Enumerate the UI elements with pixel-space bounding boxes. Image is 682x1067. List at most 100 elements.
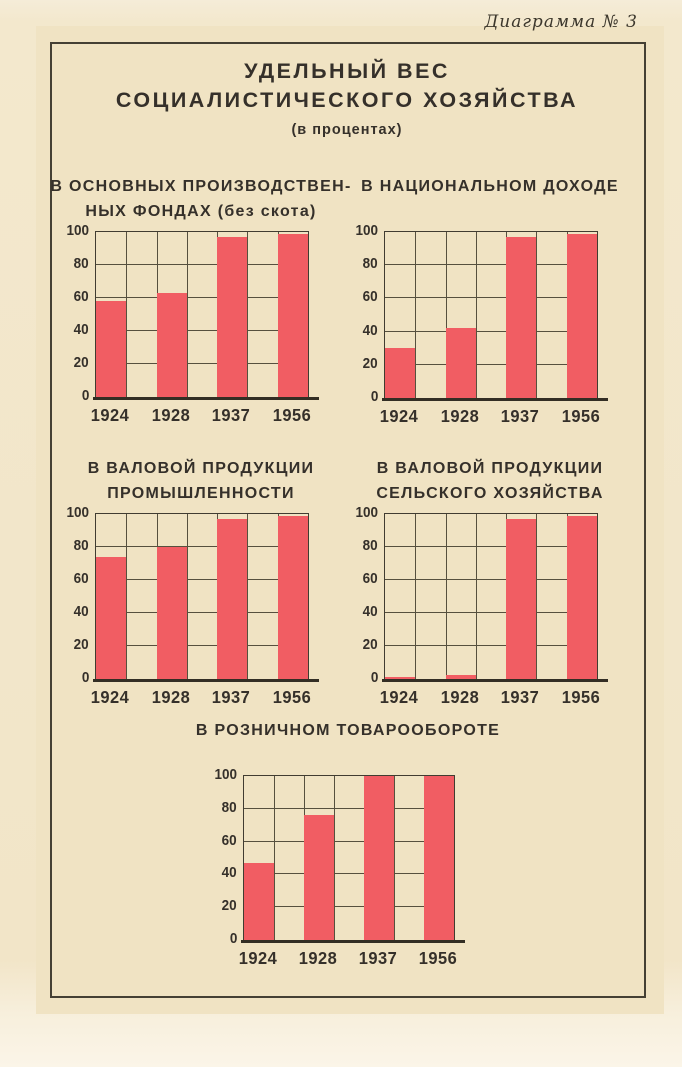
y-tick-label: 60 — [73, 570, 89, 587]
vertical-gridline — [445, 514, 447, 679]
chart-title: В ВАЛОВОЙ ПРОДУКЦИИ СЕЛЬСКОГО ХОЗЯЙСТВА — [376, 456, 603, 506]
y-axis: 0 20 40 60 80 100 — [51, 505, 91, 686]
horizontal-gridline — [96, 612, 308, 613]
x-tick-label: 1937 — [212, 687, 251, 707]
vertical-gridline — [475, 232, 477, 398]
horizontal-gridline — [385, 297, 597, 299]
vertical-gridline — [186, 514, 188, 679]
x-tick-label: 1956 — [272, 687, 312, 707]
horizontal-gridline — [96, 297, 308, 298]
bar-1924 — [385, 348, 416, 398]
x-tick-label: 1956 — [418, 948, 458, 968]
y-tick-label: 0 — [229, 930, 237, 947]
x-tick-label: 1956 — [272, 405, 312, 425]
page-frame — [50, 42, 646, 998]
y-tick-label: 80 — [73, 255, 89, 272]
x-tick-label: 1924 — [238, 948, 278, 968]
x-tick-label: 1937 — [212, 405, 251, 425]
vertical-gridline — [247, 514, 249, 679]
vertical-gridline — [274, 776, 275, 940]
horizontal-gridline — [96, 363, 308, 364]
bar-1937 — [364, 776, 394, 940]
vertical-gridline — [536, 514, 538, 679]
x-axis-line — [93, 679, 319, 682]
x-tick-label: 1956 — [561, 406, 601, 426]
vertical-gridline — [445, 232, 447, 398]
y-tick-label: 80 — [362, 255, 378, 273]
y-tick-label: 20 — [73, 636, 89, 653]
x-tick-label: 1956 — [561, 687, 601, 707]
chart-title-line: ПРОМЫШЛЕННОСТИ — [107, 485, 295, 502]
x-axis-line — [241, 940, 465, 943]
y-tick-label: 40 — [73, 321, 89, 338]
x-tick-label: 1924 — [90, 687, 130, 707]
bar-1928 — [156, 293, 187, 397]
x-tick-label: 1928 — [440, 406, 479, 426]
x-axis-labels: 1924 1928 1937 1956 — [239, 948, 457, 970]
horizontal-gridline — [96, 645, 308, 646]
y-tick-label: 100 — [355, 222, 378, 239]
y-axis: 0 20 40 60 80 100 — [340, 223, 380, 405]
chart-title: В ОСНОВНЫХ ПРОИЗВОДСТВЕН- НЫХ ФОНДАХ (без… — [50, 174, 351, 224]
x-tick-label: 1928 — [440, 687, 479, 707]
chart-title-line: В НАЦИОНАЛЬНОМ ДОХОДЕ — [361, 178, 619, 195]
y-tick-label: 0 — [81, 669, 89, 686]
y-tick-label: 0 — [81, 387, 89, 404]
x-tick-label: 1924 — [90, 405, 130, 425]
bar-1928 — [304, 815, 334, 940]
y-tick-label: 20 — [362, 636, 378, 653]
y-tick-label: 60 — [221, 831, 237, 849]
bar-1956 — [277, 515, 308, 679]
vertical-gridline — [126, 232, 128, 397]
chart-title-line: НЫХ ФОНДАХ (без скота) — [85, 203, 317, 220]
page-title-line-2: СОЦИАЛИСТИЧЕСКОГО ХОЗЯЙСТВА — [115, 88, 579, 112]
x-axis-labels: 1924 1928 1937 1956 — [91, 405, 311, 427]
horizontal-gridline — [244, 807, 454, 809]
y-tick-label: 60 — [73, 288, 89, 305]
bar-1937 — [506, 236, 537, 398]
horizontal-gridline — [244, 873, 454, 875]
y-axis: 0 20 40 60 80 100 — [199, 767, 239, 947]
horizontal-gridline — [385, 612, 597, 613]
vertical-gridline — [126, 514, 128, 679]
bar-1924 — [96, 301, 127, 397]
chart-title: В РОЗНИЧНОМ ТОВАРООБОРОТЕ — [196, 718, 500, 743]
vertical-gridline — [415, 514, 417, 679]
y-tick-label: 100 — [66, 222, 89, 239]
y-tick-label: 20 — [221, 897, 237, 915]
y-tick-label: 100 — [66, 504, 89, 521]
vertical-gridline — [415, 232, 417, 398]
plot-area — [384, 513, 598, 680]
y-tick-label: 80 — [362, 537, 378, 554]
bar-1924 — [244, 862, 274, 940]
bar-1956 — [566, 233, 597, 398]
chart-title: В НАЦИОНАЛЬНОМ ДОХОДЕ — [361, 174, 619, 199]
y-tick-label: 40 — [362, 321, 378, 339]
bar-1924 — [385, 676, 416, 679]
bar-1924 — [96, 556, 127, 679]
horizontal-gridline — [385, 264, 597, 266]
x-tick-label: 1928 — [151, 405, 190, 425]
bar-1937 — [217, 236, 248, 397]
page-title: УДЕЛЬНЫЙ ВЕС СОЦИАЛИСТИЧЕСКОГО ХОЗЯЙСТВА — [50, 57, 644, 115]
y-tick-label: 80 — [221, 798, 237, 816]
x-axis-labels: 1924 1928 1937 1956 — [380, 406, 600, 428]
paper-background — [36, 26, 664, 1014]
horizontal-gridline — [244, 906, 454, 908]
bar-1928 — [445, 674, 476, 679]
horizontal-gridline — [385, 579, 597, 580]
vertical-gridline — [186, 232, 188, 397]
plot-area — [95, 513, 309, 680]
x-tick-label: 1924 — [379, 687, 419, 707]
bar-1937 — [506, 518, 537, 679]
horizontal-gridline — [244, 840, 454, 842]
y-tick-label: 40 — [362, 603, 378, 620]
horizontal-gridline — [96, 579, 308, 580]
y-tick-label: 20 — [73, 354, 89, 371]
horizontal-gridline — [96, 264, 308, 265]
y-tick-label: 40 — [73, 603, 89, 620]
y-tick-label: 20 — [362, 354, 378, 372]
y-axis: 0 20 40 60 80 100 — [51, 223, 91, 404]
bar-1937 — [217, 518, 248, 679]
